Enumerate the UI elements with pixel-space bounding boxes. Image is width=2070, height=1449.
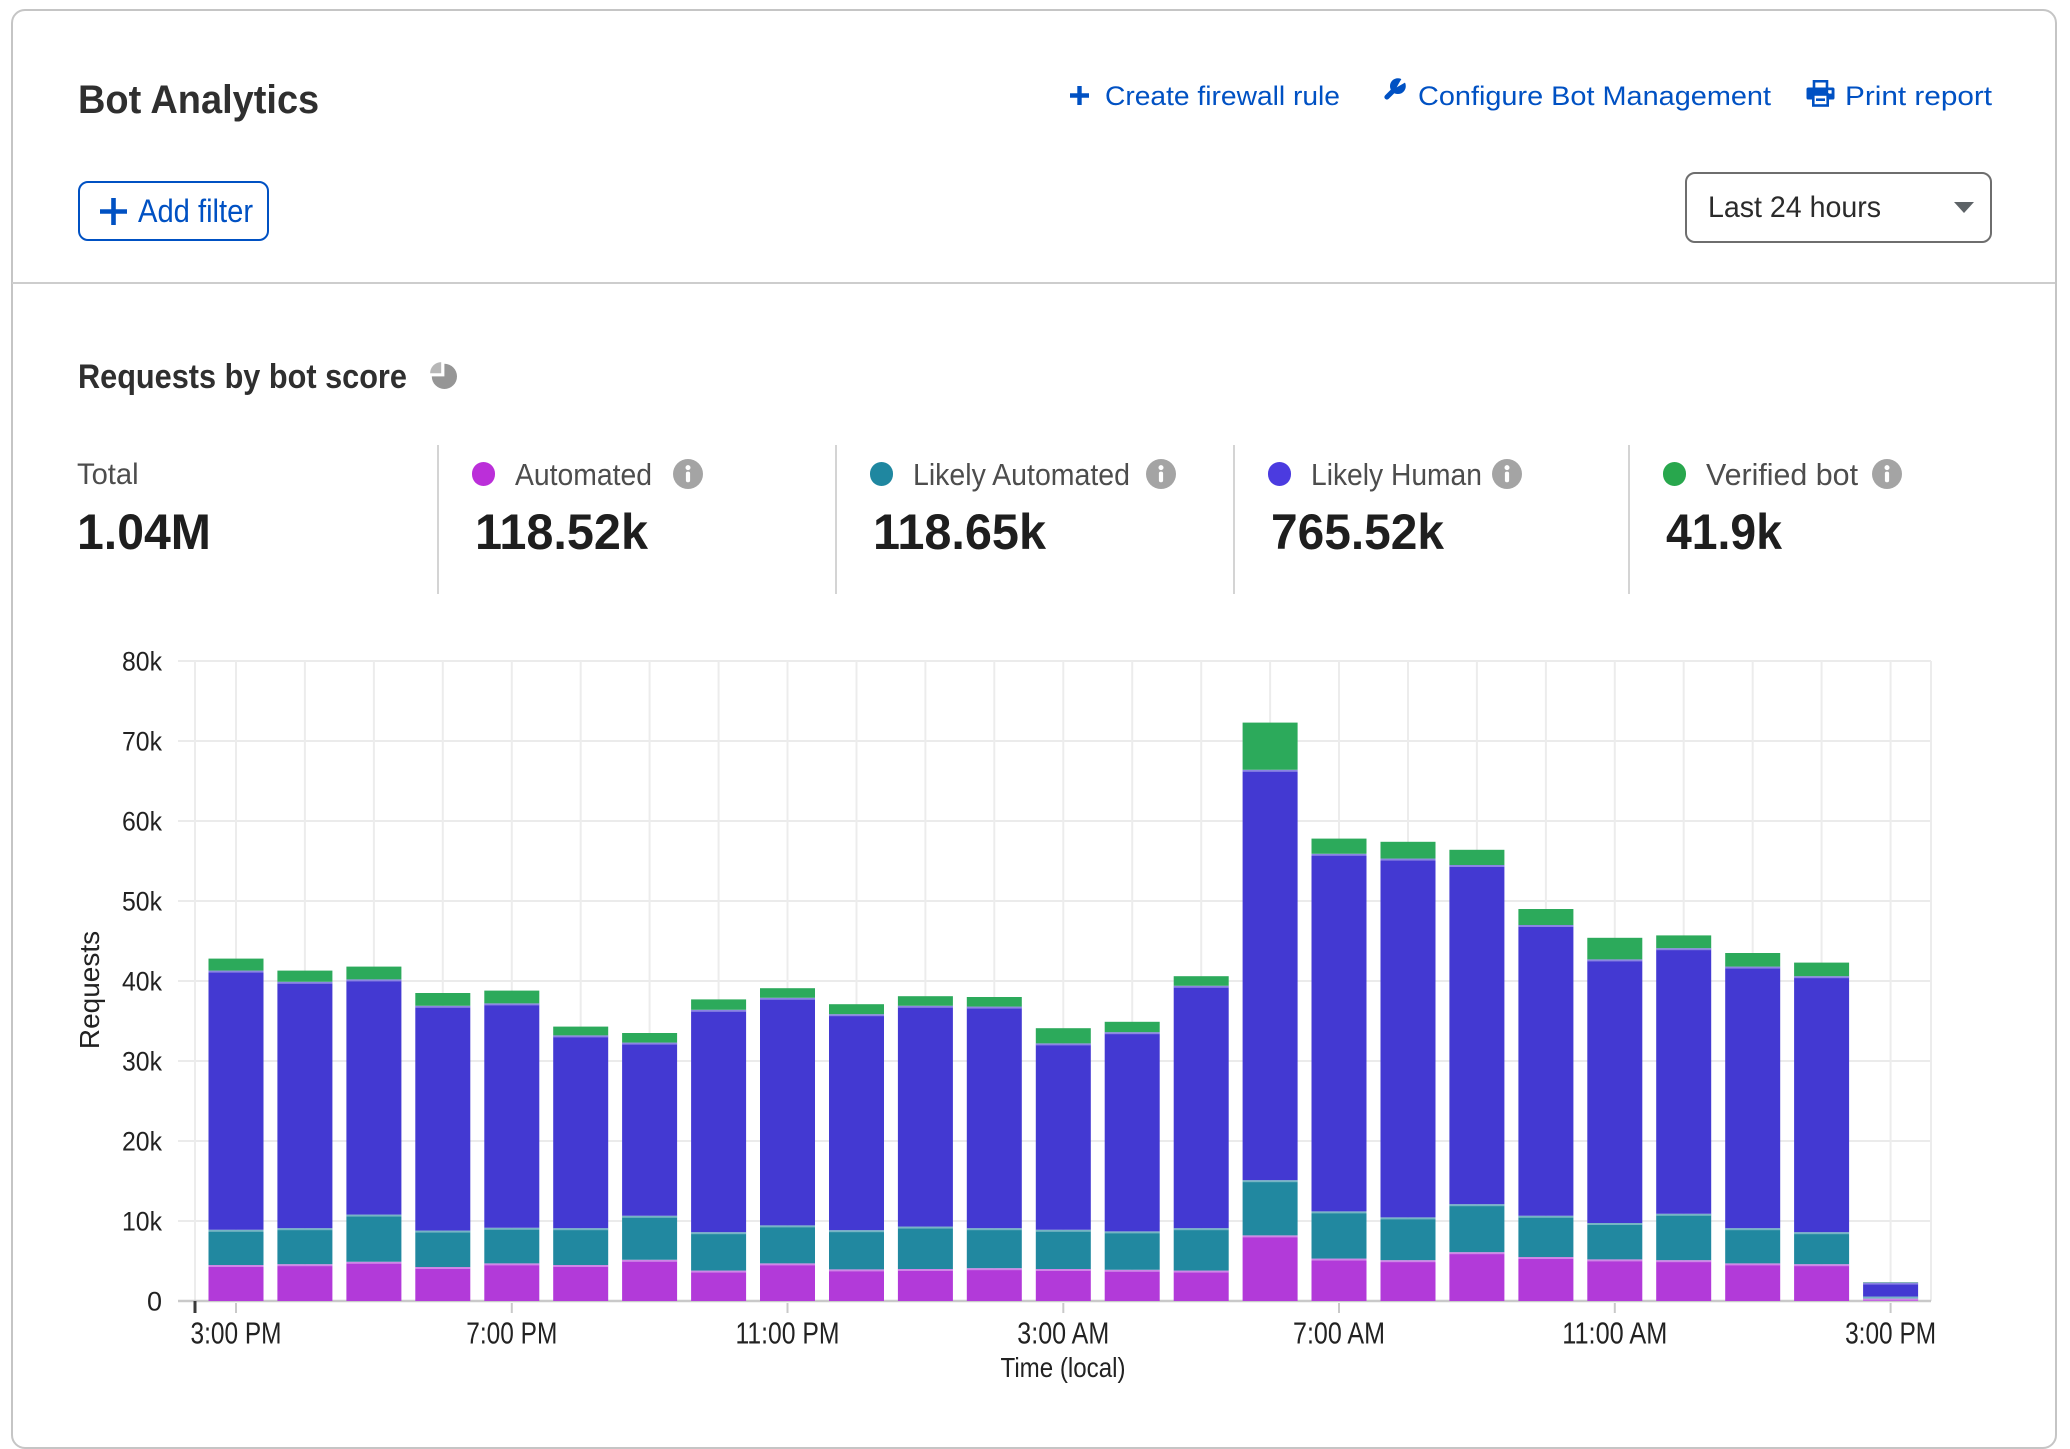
svg-text:11:00 AM: 11:00 AM — [1562, 1316, 1667, 1351]
svg-text:11:00 PM: 11:00 PM — [736, 1316, 840, 1351]
svg-text:3:00 PM: 3:00 PM — [191, 1316, 282, 1351]
svg-text:7:00 PM: 7:00 PM — [466, 1316, 557, 1351]
svg-text:30k: 30k — [122, 1047, 162, 1077]
svg-text:3:00 AM: 3:00 AM — [1017, 1316, 1109, 1351]
svg-text:80k: 80k — [122, 647, 162, 677]
svg-text:50k: 50k — [122, 887, 162, 917]
svg-text:10k: 10k — [122, 1207, 162, 1237]
svg-text:Time (local): Time (local) — [1001, 1352, 1126, 1383]
svg-text:0: 0 — [147, 1287, 162, 1317]
svg-text:40k: 40k — [122, 967, 162, 997]
svg-text:20k: 20k — [122, 1127, 162, 1157]
svg-text:7:00 AM: 7:00 AM — [1293, 1316, 1385, 1351]
svg-text:70k: 70k — [122, 727, 162, 757]
svg-text:Requests: Requests — [74, 931, 105, 1049]
svg-text:60k: 60k — [122, 807, 162, 837]
svg-text:3:00 PM: 3:00 PM — [1845, 1316, 1936, 1351]
